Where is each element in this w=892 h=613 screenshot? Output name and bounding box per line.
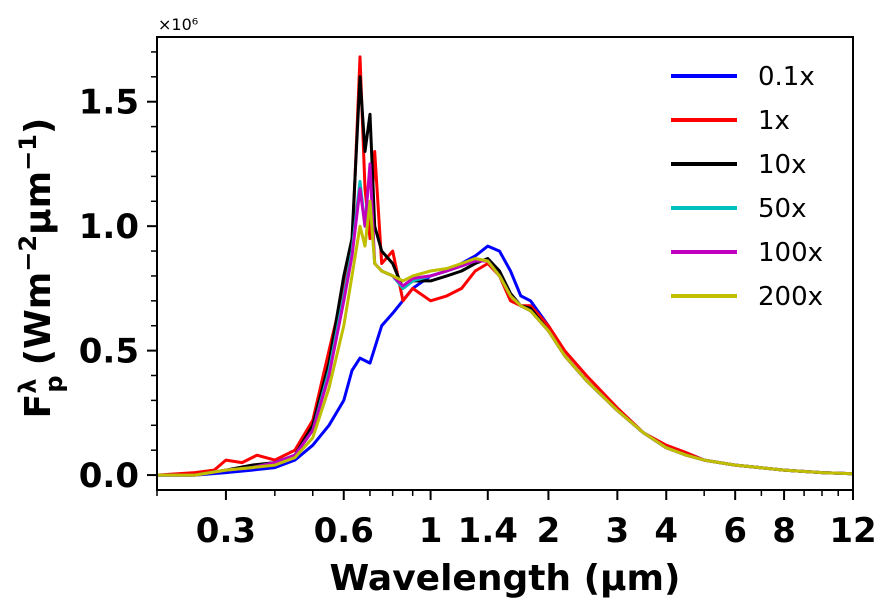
x-tick-label: 2 bbox=[537, 511, 561, 551]
ylabel-units-c: μm bbox=[18, 171, 59, 235]
x-tick-label: 6 bbox=[723, 511, 747, 551]
series-line-200x bbox=[157, 199, 854, 477]
y-tick-label: 1.0 bbox=[79, 207, 139, 247]
legend-label-200x: 200x bbox=[758, 282, 823, 312]
ylabel-main: F bbox=[18, 394, 59, 419]
y-axis-label: Fλp (Wm−2μm−1) bbox=[14, 118, 68, 419]
ylabel-sub: p bbox=[40, 375, 68, 392]
ylabel-units-a: (Wm bbox=[18, 272, 59, 366]
ylabel-sup: λ bbox=[14, 379, 42, 394]
y-tick-label: 1.5 bbox=[79, 83, 139, 123]
y-tick-label: 0.0 bbox=[79, 456, 139, 496]
legend: 0.1x 1x 10x 50x 100x 200x bbox=[671, 62, 823, 312]
legend-label-0.1x: 0.1x bbox=[758, 62, 815, 92]
ylabel-units-d: −1 bbox=[14, 134, 42, 171]
x-tick-label: 0.6 bbox=[314, 511, 374, 551]
series-line-1x bbox=[156, 55, 854, 477]
ylabel-units-b: −2 bbox=[14, 235, 42, 272]
y-axis: 0.0 0.5 1.0 1.5 bbox=[79, 51, 157, 496]
series-line-50x bbox=[157, 179, 854, 477]
x-tick-label: 12 bbox=[829, 511, 876, 551]
legend-label-100x: 100x bbox=[758, 238, 823, 268]
x-tick-label: 4 bbox=[654, 511, 678, 551]
x-tick-label: 3 bbox=[606, 511, 630, 551]
legend-label-1x: 1x bbox=[758, 106, 790, 136]
legend-label-50x: 50x bbox=[758, 194, 806, 224]
x-axis-label: Wavelength (μm) bbox=[329, 558, 680, 599]
legend-label-10x: 10x bbox=[758, 150, 806, 180]
ylabel-units-e: ) bbox=[18, 118, 59, 134]
plot-area-frame bbox=[156, 36, 854, 491]
x-tick-label: 1 bbox=[419, 511, 443, 551]
x-axis: 0.3 0.6 1 1.4 2 3 4 6 8 12 bbox=[156, 490, 877, 551]
series-line-100x bbox=[157, 162, 854, 477]
x-tick-label: 1.4 bbox=[458, 511, 518, 551]
x-tick-label: 8 bbox=[772, 511, 796, 551]
y-tick-label: 0.5 bbox=[79, 332, 139, 372]
x-tick-label: 0.3 bbox=[196, 511, 256, 551]
y-multiplier-label: ×10⁶ bbox=[158, 15, 198, 34]
y-axis-label-text: Fλp (Wm−2μm−1) bbox=[14, 118, 68, 419]
series-line-10x bbox=[157, 75, 854, 477]
series-layer bbox=[156, 55, 854, 477]
